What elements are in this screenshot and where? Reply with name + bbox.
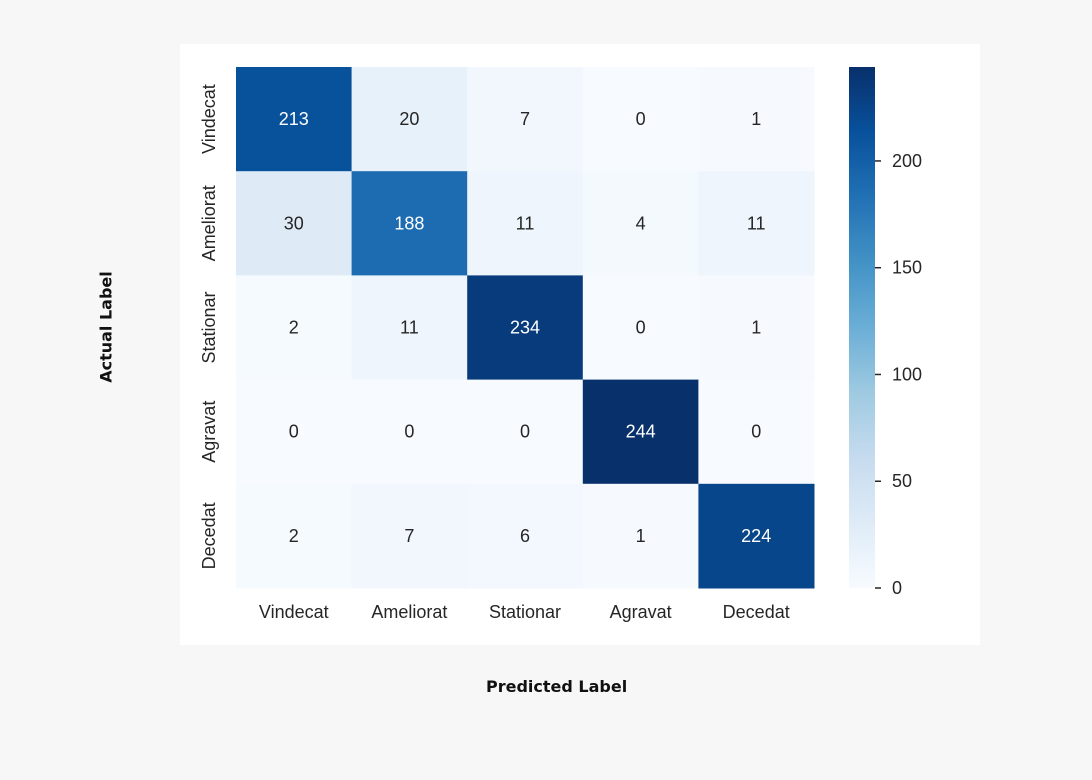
cell-value-label: 244 <box>626 422 656 442</box>
confusion-matrix-chart: 213 20 7 0 130 188 11 4 112 11 234 0 10 0 0 244 02 7 6 1 224… <box>199 67 922 622</box>
cell-value-label: 20 <box>399 109 419 129</box>
heatmap-cell-labels: 213 20 7 0 1 30 188 11 4 11 2 11 234 0 1 0 0 0 244 0 2 7 6 1 224 <box>279 109 771 546</box>
y-tick-label: Agravat <box>199 401 219 463</box>
cell-value-label: 224 <box>741 526 771 546</box>
cell-value-label: 0 <box>636 318 646 338</box>
heatmap-cell <box>236 379 353 485</box>
heatmap-cells <box>236 67 815 589</box>
colorbar-tick-label: 150 <box>892 258 922 278</box>
x-tick-label: Decedat <box>723 602 790 622</box>
heatmap-cell <box>467 171 584 276</box>
cell-value-label: 0 <box>289 422 299 442</box>
cell-value-label: 0 <box>404 422 414 442</box>
heatmap-cell <box>351 379 468 485</box>
x-axis-ticks: Vindecat Ameliorat Stationar Agravat Decedat <box>259 602 790 622</box>
cell-value-label: 7 <box>520 109 530 129</box>
heatmap-cell <box>698 483 815 589</box>
heatmap-cell <box>467 275 584 381</box>
heatmap-cell <box>698 379 815 485</box>
colorbar-tick-label: 100 <box>892 364 922 384</box>
cell-value-label: 11 <box>747 213 766 233</box>
cell-value-label: 1 <box>751 109 761 129</box>
cell-value-label: 2 <box>289 526 299 546</box>
cell-value-label: 1 <box>636 526 646 546</box>
heatmap-cell <box>351 67 468 172</box>
x-axis-title: Predicted Label <box>486 677 628 696</box>
heatmap-cell <box>236 67 353 172</box>
heatmap-cell <box>236 171 353 276</box>
heatmap-cell <box>351 275 468 381</box>
heatmap-cell <box>582 483 699 589</box>
cell-value-label: 4 <box>636 213 646 233</box>
heatmap-cell <box>698 171 815 276</box>
heatmap-cell <box>351 483 468 589</box>
colorbar-ticks: 0 50 100 150 200 <box>875 151 922 598</box>
heatmap-cell <box>698 275 815 381</box>
cell-value-label: 11 <box>400 318 419 338</box>
heatmap-cell <box>236 275 353 381</box>
cell-value-label: 6 <box>520 526 530 546</box>
heatmap-cell <box>236 483 353 589</box>
cell-value-label: 30 <box>284 213 304 233</box>
heatmap-cell <box>582 171 699 276</box>
heatmap-cell <box>467 67 584 172</box>
x-tick-label: Ameliorat <box>371 602 447 622</box>
cell-value-label: 11 <box>516 213 535 233</box>
figure-panel: 213 20 7 0 1 30 188 11 4 11 2 11 234 0 1 0 0 0 244 0 2 7 6 1 224… <box>180 44 980 645</box>
cell-value-label: 0 <box>520 422 530 442</box>
colorbar <box>849 67 875 588</box>
heatmap-cell <box>351 171 468 276</box>
y-tick-label: Vindecat <box>199 84 219 154</box>
cell-value-label: 188 <box>394 213 424 233</box>
y-tick-label: Decedat <box>199 502 219 569</box>
heatmap-cell <box>467 379 584 485</box>
heatmap-cell <box>582 67 699 172</box>
y-tick-label: Stationar <box>199 291 219 363</box>
cell-value-label: 0 <box>636 109 646 129</box>
cell-value-label: 1 <box>751 318 761 338</box>
y-tick-label: Ameliorat <box>199 185 219 261</box>
x-tick-label: Stationar <box>489 602 561 622</box>
x-tick-label: Agravat <box>610 602 672 622</box>
colorbar-tick-label: 200 <box>892 151 922 171</box>
cell-value-label: 0 <box>751 422 761 442</box>
cell-value-label: 7 <box>404 526 414 546</box>
heatmap-cell <box>582 379 699 485</box>
y-axis-ticks: Vindecat Ameliorat Stationar Agravat Decedat <box>199 84 219 569</box>
heatmap-cell <box>698 67 815 172</box>
y-axis-title: Actual Label <box>96 271 116 383</box>
cell-value-label: 213 <box>279 109 309 129</box>
cell-value-label: 234 <box>510 318 540 338</box>
colorbar-tick-label: 0 <box>892 578 902 598</box>
x-tick-label: Vindecat <box>259 602 329 622</box>
colorbar-tick-label: 50 <box>892 471 912 491</box>
heatmap-cell <box>582 275 699 381</box>
heatmap-cell <box>467 483 584 589</box>
cell-value-label: 2 <box>289 318 299 338</box>
